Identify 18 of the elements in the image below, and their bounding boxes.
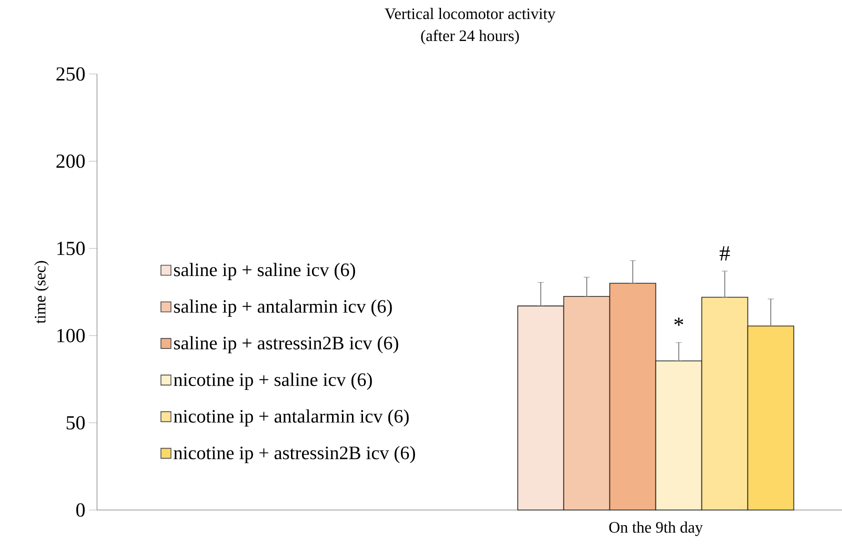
legend-label: saline ip + astressin2B icv (6) [174, 336, 398, 354]
chart-subtitle: (after 24 hours) [421, 30, 519, 44]
legend-label: nicotine ip + saline icv (6) [174, 372, 372, 390]
annotation: # [720, 246, 730, 261]
legend-label: saline ip + antalarmin icv (6) [174, 300, 392, 317]
y-tick-label: 0 [76, 503, 85, 517]
legend-label: nicotine ip + astressin2B icv (6) [174, 446, 416, 464]
chart-title: Vertical locomotor activity [384, 8, 556, 22]
y-tick-label: 150 [57, 242, 85, 256]
legend-label: nicotine ip + antalarmin icv (6) [174, 409, 409, 427]
y-tick-label: 200 [56, 154, 85, 168]
y-tick-label: 100 [57, 328, 85, 342]
legend-label: saline ip + saline icv (6) [174, 262, 356, 280]
annotation: * [674, 318, 684, 326]
y-tick-label: 50 [66, 416, 85, 430]
y-axis-title: time (sec) [34, 261, 49, 324]
x-tick-label: On the 9th day [609, 522, 703, 536]
y-tick-label: 250 [56, 67, 85, 81]
